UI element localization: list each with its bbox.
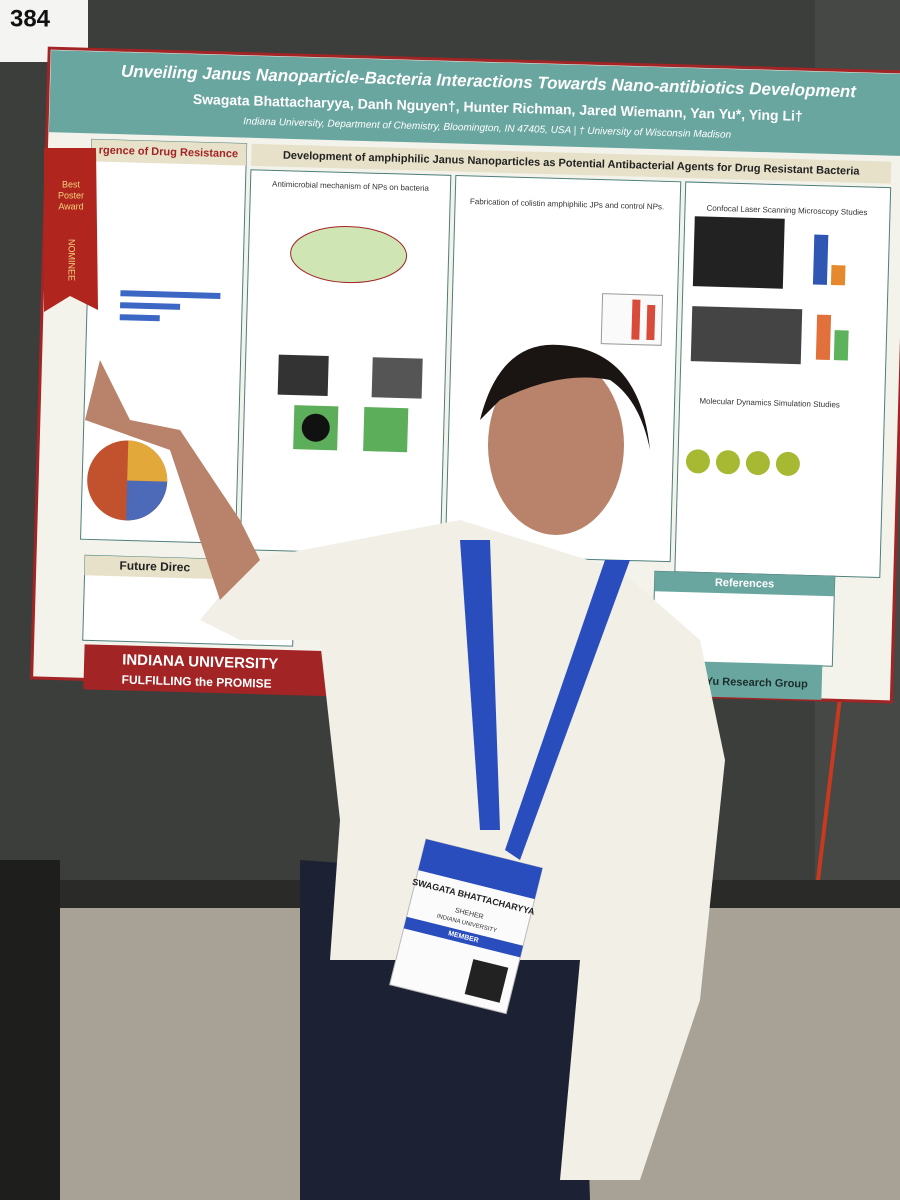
lab-name: Yu Research Group xyxy=(706,676,809,691)
pie-slice xyxy=(126,480,168,521)
bar xyxy=(812,234,829,285)
bar xyxy=(646,304,656,341)
section-title: References xyxy=(715,577,775,591)
simulation-image xyxy=(715,450,740,475)
section-title: Confocal Laser Scanning Microscopy Studi… xyxy=(706,204,867,217)
bacteria-diagram xyxy=(290,226,408,284)
micrograph xyxy=(690,306,803,365)
bar xyxy=(631,299,641,340)
section-header xyxy=(91,139,247,166)
poster: Unveiling Janus Nanoparticle-Bacteria In… xyxy=(30,46,900,704)
section-title: Antimicrobial mechanism of NPs on bacter… xyxy=(272,180,430,193)
bar xyxy=(119,314,160,322)
section-title: rgence of Drug Resistance xyxy=(99,144,239,160)
bar xyxy=(815,314,832,361)
award-ribbon xyxy=(44,148,98,312)
bar xyxy=(830,265,846,286)
section-header xyxy=(654,571,835,597)
micrograph xyxy=(301,413,330,442)
micrograph xyxy=(363,407,409,453)
section-title: Future Direc xyxy=(119,558,190,574)
easel xyxy=(0,860,60,1200)
simulation-image xyxy=(775,451,800,476)
qr-code xyxy=(464,959,509,1003)
ribbon-text: Poster xyxy=(58,190,84,200)
hair xyxy=(480,344,650,450)
arm xyxy=(85,360,260,600)
simulation-image xyxy=(685,449,710,474)
bar xyxy=(120,290,221,299)
section-header xyxy=(251,143,892,184)
badge-header xyxy=(418,839,543,900)
simulation-image xyxy=(745,451,770,476)
placard-number: 384 xyxy=(10,5,51,32)
bar xyxy=(120,302,181,310)
ribbon-text: NOMINEE xyxy=(67,239,77,281)
ribbon-text: Award xyxy=(58,201,83,211)
lab-banner xyxy=(691,661,823,700)
header-band xyxy=(48,50,900,157)
lanyard xyxy=(505,560,630,860)
ribbon-text: Best xyxy=(62,179,81,189)
badge-role-band xyxy=(403,916,524,958)
university-motto: FULFILLING the PROMISE xyxy=(121,673,271,691)
name-badge: SWAGATA BHATTACHARYYA SHEHER INDIANA UNI… xyxy=(389,838,544,1015)
face xyxy=(488,355,624,535)
university-banner xyxy=(83,644,365,698)
university-name: INDIANA UNIVERSITY xyxy=(122,651,279,672)
section-title: Molecular Dynamics Simulation Studies xyxy=(699,397,840,410)
micrograph xyxy=(692,216,785,289)
pie-slice xyxy=(127,440,168,482)
micrograph xyxy=(371,357,423,399)
bar xyxy=(833,330,849,361)
lanyard xyxy=(460,540,500,830)
micrograph xyxy=(277,354,329,397)
